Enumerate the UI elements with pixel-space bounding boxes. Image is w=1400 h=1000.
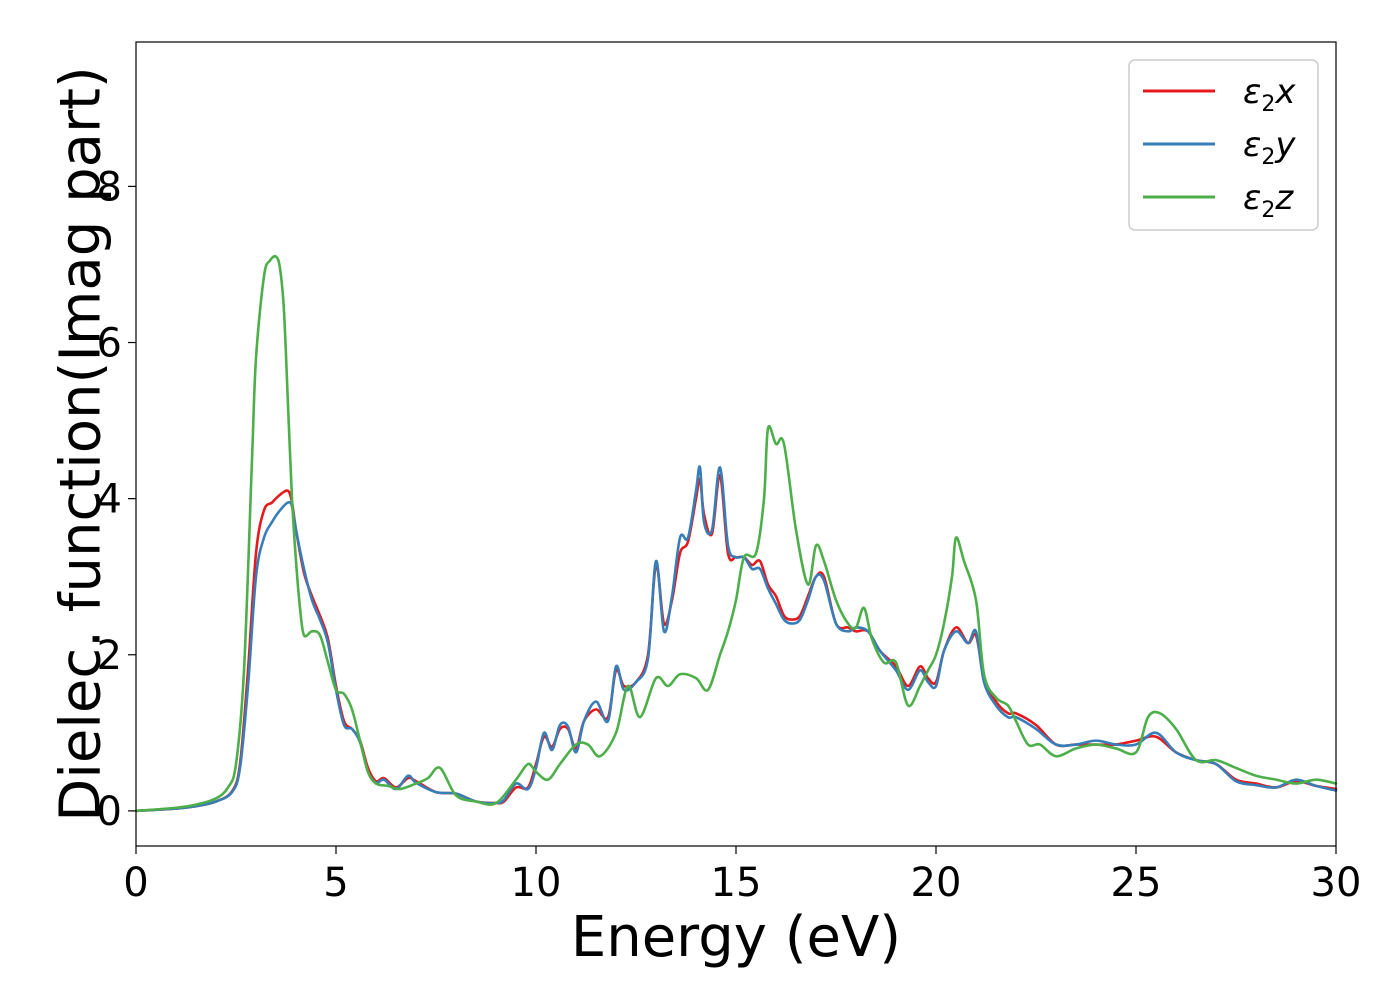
series-line-z (134, 254, 1338, 813)
legend: ε2x ε2y ε2z (1128, 59, 1319, 231)
x-tick-label: 5 (323, 860, 348, 906)
legend-label: ε2y (1243, 125, 1296, 170)
x-tick-label: 20 (911, 860, 962, 906)
legend-label: ε2z (1243, 178, 1294, 223)
series-line-y (134, 465, 1338, 813)
x-axis: 0 5 10 15 20 25 30 (123, 846, 1361, 906)
y-tick-label: 6 (97, 321, 122, 367)
x-tick-label: 0 (123, 860, 148, 906)
legend-box (1128, 59, 1319, 231)
series-layer (134, 254, 1338, 813)
y-axis: 0 2 4 6 8 (97, 164, 136, 835)
y-tick-label: 4 (97, 477, 122, 523)
y-axis-title: Dielec. function(Imag part) (49, 66, 114, 822)
x-axis-title: Energy (eV) (571, 905, 901, 970)
legend-items: ε2x ε2y ε2z (1143, 72, 1296, 223)
x-tick-label: 25 (1111, 860, 1162, 906)
y-tick-label: 0 (97, 789, 122, 835)
x-tick-label: 30 (1311, 860, 1362, 906)
x-tick-label: 10 (511, 860, 562, 906)
y-tick-label: 2 (97, 633, 122, 679)
legend-label: ε2x (1243, 72, 1296, 117)
x-tick-label: 15 (711, 860, 762, 906)
y-tick-label: 8 (97, 164, 122, 210)
